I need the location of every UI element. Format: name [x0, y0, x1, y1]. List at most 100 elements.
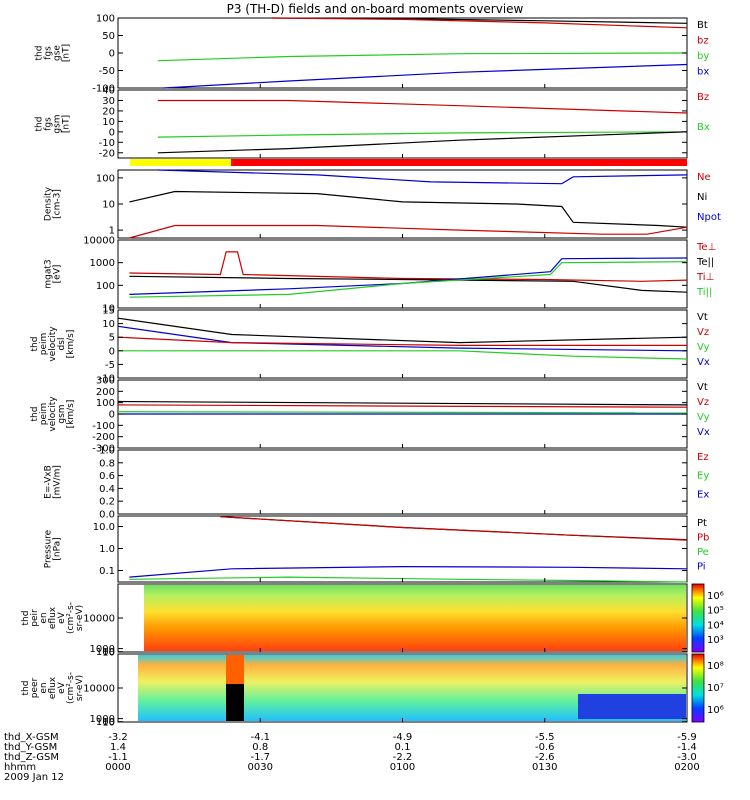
footer: thd_X-GSM -3.2 -4.1 -4.9 -5.5 -5.9 thd_Y-GSM 1.… — [4, 732, 700, 783]
series-line-Bz — [157, 99, 688, 114]
footer-value: 1.4 — [110, 742, 126, 753]
legend-item: Ne — [697, 172, 711, 183]
y-tick-label: 10 — [102, 200, 115, 211]
legend-item: by — [697, 51, 709, 62]
y-axis-label: thd — [21, 611, 31, 626]
footer-date: 2009 Jan 12 — [4, 772, 64, 783]
y-tick-label: 15 — [102, 306, 115, 317]
y-axis-label: [cm-3] — [53, 189, 63, 219]
y-tick-label: -10 — [99, 374, 115, 385]
y-axis-label: peir — [30, 609, 40, 627]
y-axis-label: gsm — [53, 114, 63, 133]
y-axis-label: E=-VxB — [44, 465, 54, 499]
series-line-Vz — [117, 404, 688, 408]
y-axis-label: velocity — [48, 326, 58, 362]
y-tick-label: 50 — [102, 31, 115, 42]
footer-row-label: thd_Z-GSM — [4, 752, 59, 763]
y-axis-label: (cm²-s- — [66, 672, 76, 704]
y-tick-label: 0 — [109, 49, 115, 60]
footer-value: -1.1 — [108, 752, 128, 763]
series-line-Te — [129, 275, 688, 293]
footer-value: -1.7 — [250, 752, 270, 763]
y-axis-label: sr-eV) — [75, 675, 85, 701]
legend-item: Bz — [697, 92, 709, 103]
series-line-Vx — [117, 325, 688, 352]
footer-value: -4.1 — [250, 732, 270, 743]
y-tick-label: -100 — [92, 84, 115, 95]
footer-value: -5.9 — [677, 732, 697, 743]
y-tick-label: 10 — [102, 117, 115, 128]
series-line-Npot — [157, 169, 688, 185]
legend-item: bx — [697, 67, 709, 78]
y-axis-label: Density — [44, 186, 54, 221]
y-axis-label: Pressure — [44, 529, 54, 568]
colorbar-tick: 10⁴ — [707, 620, 724, 631]
series-line-black — [157, 131, 688, 154]
y-axis-label: dsl — [57, 338, 67, 351]
y-axis-label: sr-eV) — [75, 605, 85, 631]
series-line-Vt — [117, 317, 688, 344]
legend-item: Bx — [697, 122, 710, 133]
y-tick-label: 100 — [96, 647, 115, 658]
y-tick-label: 1000 — [90, 258, 115, 269]
colorbar — [691, 653, 705, 723]
legend-item: Vy — [697, 412, 710, 423]
y-axis-label: thd — [35, 117, 45, 132]
y-tick-label: 0.0 — [99, 510, 115, 521]
panel-frame — [117, 449, 688, 515]
y-tick-label: 200 — [96, 387, 115, 398]
colorbar-tick: 10⁶ — [707, 591, 724, 602]
y-tick-label: 100 — [96, 173, 115, 184]
y-axis-label: [mV/m] — [53, 465, 63, 499]
footer-value: -1.4 — [677, 742, 697, 753]
y-axis-label: thd — [30, 337, 40, 352]
y-axis-label: peim — [39, 403, 49, 426]
y-tick-label: 10 — [102, 304, 115, 315]
y-axis-label: eV — [57, 611, 67, 624]
series-line-Bx — [157, 131, 688, 138]
y-axis-label: eflux — [48, 676, 58, 699]
legend-item: Vz — [697, 327, 709, 338]
series-line-Pe — [129, 576, 688, 583]
quality-flag-yellow — [130, 159, 231, 166]
y-tick-label: 0.4 — [99, 484, 115, 495]
legend-item: Pt — [697, 518, 707, 529]
series-line-Vz — [117, 336, 687, 346]
y-tick-label: 1000 — [90, 714, 115, 725]
colorbar-tick: 10⁵ — [707, 606, 724, 617]
footer-value: 0030 — [248, 762, 273, 773]
legend-item: Ti|| — [696, 287, 712, 298]
legend-item: Ti⊥ — [696, 272, 714, 283]
panel-frame — [117, 515, 688, 583]
legend-item: Ni — [697, 192, 707, 203]
y-axis-label: [eV] — [53, 265, 63, 284]
y-axis-label: peer — [30, 677, 40, 698]
y-axis-label: [km/s] — [66, 330, 76, 359]
y-axis-label: velocity — [48, 396, 58, 432]
series-line-Ti — [129, 261, 688, 298]
y-tick-label: 0.1 — [99, 566, 115, 577]
series-line-Pt — [220, 516, 688, 541]
legend-item: Vz — [697, 397, 709, 408]
legend-item: Vx — [697, 357, 710, 368]
footer-value: -0.6 — [535, 742, 555, 753]
series-line-Vy — [118, 350, 688, 360]
y-axis-label: eflux — [48, 606, 58, 629]
colorbar — [691, 583, 705, 653]
panel-fgs_gse: Bt bz by bx 100 50 0 -50 -100 thd fgs gse [nT] — [35, 14, 710, 95]
y-tick-label: 0 — [109, 127, 115, 138]
series-line-by — [157, 52, 688, 62]
plot-title: P3 (TH-D) fields and on-board moments ov… — [227, 2, 524, 16]
y-tick-label: 1.0 — [99, 446, 115, 457]
legend-item: Vx — [697, 427, 710, 438]
footer-row-label: thd_X-GSM — [4, 732, 59, 743]
series-line-Pb — [220, 516, 688, 541]
footer-value: -5.5 — [535, 732, 555, 743]
y-axis-label: thd — [30, 407, 40, 422]
y-tick-label: 1.0 — [99, 544, 115, 555]
footer-value: 0000 — [105, 762, 130, 773]
series-line-Vt — [117, 400, 688, 406]
